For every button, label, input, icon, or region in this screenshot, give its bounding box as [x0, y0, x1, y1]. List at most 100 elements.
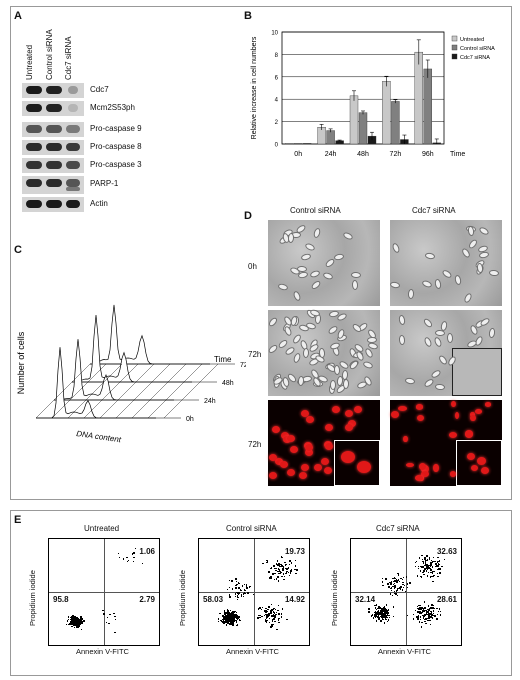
event-dot: [377, 607, 380, 609]
event-dot: [279, 572, 282, 574]
cell: [351, 271, 362, 279]
event-dot: [273, 578, 276, 581]
event-dot: [422, 617, 424, 619]
cell: [421, 279, 434, 289]
event-dot: [74, 624, 77, 626]
event-dot: [422, 571, 424, 574]
event-dot: [431, 561, 433, 563]
event-dot: [225, 618, 227, 621]
event-dot: [244, 590, 247, 592]
bar-untreated: [382, 81, 391, 145]
event-dot: [71, 618, 74, 620]
cell: [429, 368, 442, 380]
event-dot: [245, 584, 248, 587]
event-dot: [241, 585, 244, 587]
event-dot: [387, 609, 390, 611]
event-dot: [375, 620, 378, 622]
event-dot: [414, 609, 417, 612]
cell: [276, 338, 289, 350]
event-dot: [243, 593, 245, 595]
nucleus: [272, 426, 281, 434]
cell: [342, 231, 354, 242]
event-dot: [267, 608, 269, 611]
event-dot: [285, 572, 288, 574]
event-dot: [246, 587, 248, 589]
event-dot: [438, 560, 441, 562]
event-dot: [379, 610, 382, 613]
event-dot: [75, 623, 77, 625]
event-dot: [226, 619, 229, 621]
event-dot: [233, 613, 236, 616]
event-dot: [75, 626, 78, 628]
event-dot: [259, 616, 261, 619]
event-dot: [264, 619, 266, 621]
event-dot: [432, 575, 434, 578]
cell: [288, 233, 295, 244]
facs-title-control: Control siRNA: [226, 524, 277, 533]
event-dot: [383, 606, 386, 608]
nucleus: [398, 406, 408, 412]
event-dot: [426, 555, 428, 557]
event-dot: [257, 617, 259, 619]
event-dot: [105, 621, 108, 623]
grid-line: [163, 363, 219, 419]
event-dot: [401, 589, 403, 591]
cell: [329, 379, 336, 390]
micro-row-72h: 72h: [248, 350, 262, 359]
event-dot: [439, 569, 442, 571]
event-dot: [74, 622, 76, 624]
event-dot: [286, 567, 288, 570]
event-dot: [284, 572, 287, 575]
event-dot: [295, 573, 297, 575]
event-dot: [141, 562, 143, 565]
event-dot: [382, 577, 384, 580]
event-dot: [378, 613, 381, 616]
event-dot: [271, 625, 273, 627]
event-dot: [385, 604, 388, 606]
event-dot: [284, 564, 286, 566]
event-dot: [224, 613, 226, 615]
cell: [333, 365, 340, 376]
event-dot: [260, 608, 263, 610]
event-dot: [406, 583, 408, 585]
nucleus: [345, 423, 354, 431]
event-dot: [436, 607, 438, 610]
event-dot: [231, 588, 233, 590]
event-dot: [103, 613, 105, 615]
z-axis-label: Time: [214, 355, 232, 364]
cell: [398, 314, 407, 326]
event-dot: [223, 621, 226, 623]
event-dot: [233, 612, 236, 614]
legend-label: Untreated: [460, 37, 484, 43]
event-dot: [275, 613, 277, 616]
event-dot: [427, 605, 430, 607]
event-dot: [385, 616, 388, 618]
event-dot: [432, 604, 434, 607]
blot-row-casp3: [22, 157, 84, 173]
event-dot: [389, 582, 391, 584]
event-dot: [73, 621, 75, 623]
event-dot: [70, 620, 73, 622]
event-dot: [223, 612, 226, 614]
event-dot: [279, 566, 281, 568]
event-dot: [81, 618, 83, 621]
event-dot: [81, 623, 83, 625]
event-dot: [226, 622, 229, 625]
cell: [422, 377, 435, 389]
event-dot: [424, 563, 427, 565]
event-dot: [394, 580, 396, 582]
event-dot: [368, 612, 371, 614]
event-dot: [276, 570, 279, 573]
event-dot: [428, 609, 431, 611]
event-dot: [79, 624, 81, 626]
event-dot: [425, 567, 428, 570]
event-dot: [268, 571, 270, 573]
event-dot: [428, 615, 430, 617]
event-dot: [396, 581, 398, 583]
y-tick-label: 6: [275, 75, 279, 81]
event-dot: [73, 617, 76, 620]
fluorescence-inset: [334, 440, 380, 486]
event-dot: [242, 595, 245, 598]
cell: [432, 335, 443, 348]
event-dot: [426, 564, 428, 566]
